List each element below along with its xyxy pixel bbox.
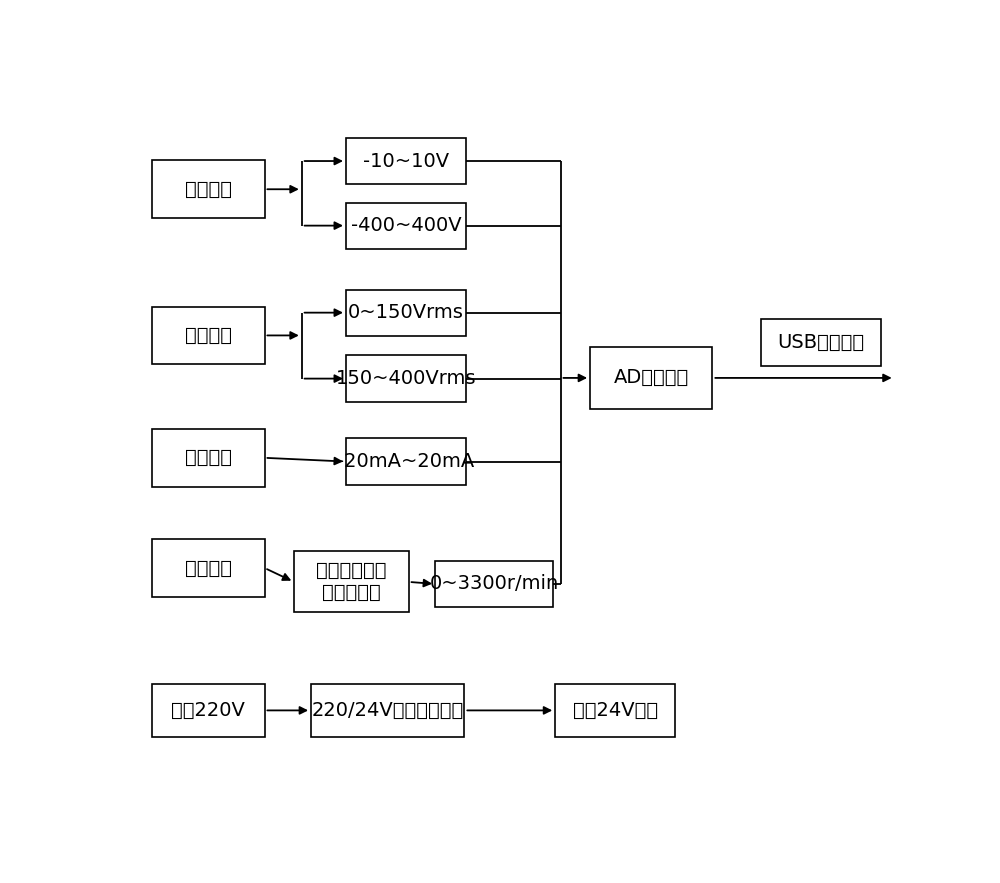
Bar: [152, 429, 264, 487]
Bar: [346, 356, 466, 402]
Text: 交流220V: 交流220V: [171, 701, 245, 720]
Text: 转速采集: 转速采集: [185, 558, 232, 577]
Bar: [346, 138, 466, 185]
Bar: [346, 202, 466, 249]
Text: 频率采集: 频率采集: [185, 326, 232, 345]
Bar: [435, 561, 553, 607]
Bar: [590, 347, 712, 409]
Bar: [346, 290, 466, 336]
Text: 电压采集: 电压采集: [185, 180, 232, 199]
Bar: [152, 306, 264, 365]
Text: 0~150Vrms: 0~150Vrms: [348, 303, 464, 322]
Text: AD转换模块: AD转换模块: [614, 368, 689, 388]
Bar: [346, 439, 466, 485]
Bar: [555, 683, 675, 737]
Text: 150~400Vrms: 150~400Vrms: [336, 369, 476, 389]
Text: -20mA~20mA: -20mA~20mA: [337, 452, 475, 471]
Bar: [152, 683, 264, 737]
Text: 直流24V输出: 直流24V输出: [573, 701, 658, 720]
Bar: [152, 539, 264, 597]
Text: -10~10V: -10~10V: [363, 152, 449, 170]
Text: -400~400V: -400~400V: [351, 216, 461, 235]
Text: 220/24V交直流变压器: 220/24V交直流变压器: [312, 701, 464, 720]
Text: 电流采集: 电流采集: [185, 449, 232, 467]
Bar: [152, 161, 264, 218]
Bar: [761, 320, 881, 366]
Bar: [311, 683, 464, 737]
Text: 0~3300r/min: 0~3300r/min: [429, 575, 559, 593]
Text: 转速探头测量
仪表盘齿数: 转速探头测量 仪表盘齿数: [316, 562, 387, 602]
Bar: [294, 551, 409, 613]
Text: USB接口输出: USB接口输出: [777, 333, 864, 352]
